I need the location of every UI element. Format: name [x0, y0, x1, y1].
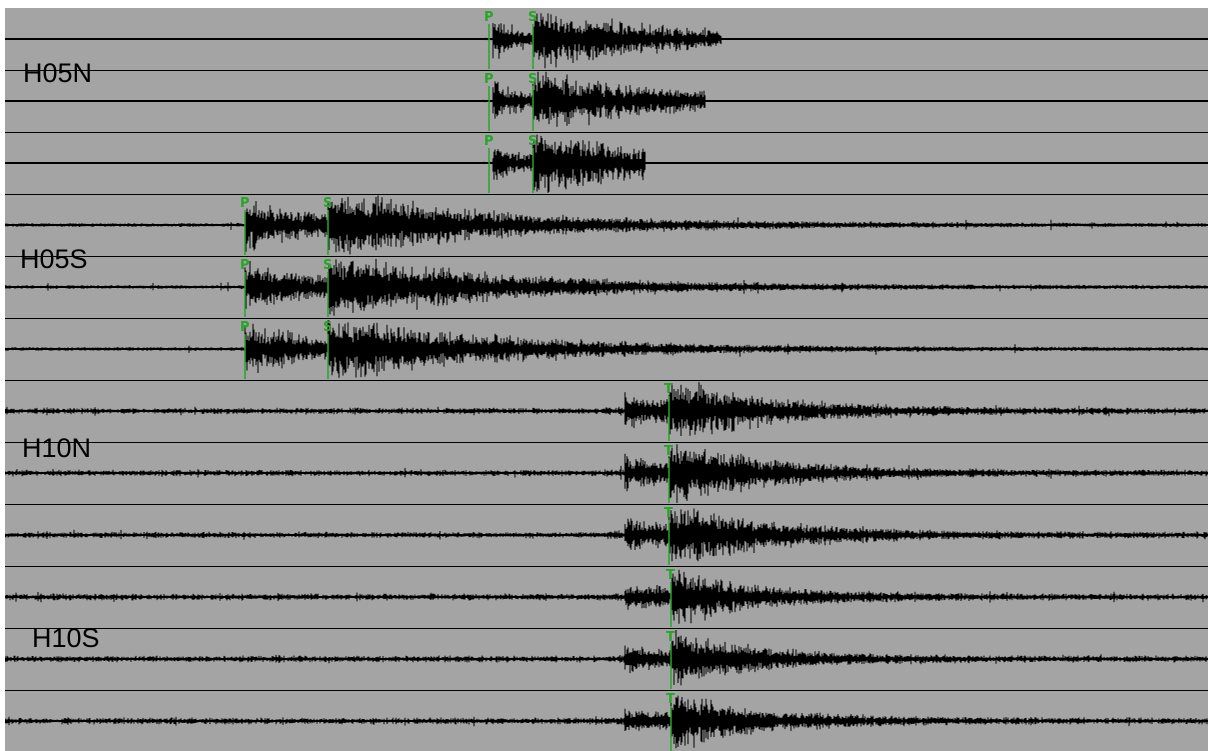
trace-h05n-3 [5, 134, 1208, 193]
trace-h05n-2 [5, 71, 1208, 131]
waveform [5, 630, 1208, 686]
waveform [5, 444, 1208, 503]
trace-h10n-3 [5, 508, 1208, 565]
waveform [5, 195, 1208, 255]
waveform [5, 569, 1208, 624]
waveform [5, 13, 1208, 69]
trace-h05s-1 [5, 195, 1208, 255]
trace-h05s-2 [5, 258, 1208, 317]
trace-h10s-2 [5, 630, 1208, 689]
waveform [5, 258, 1208, 316]
trace-h10n-1 [5, 382, 1208, 441]
waveform [5, 320, 1208, 378]
trace-h10s-3 [5, 695, 1208, 751]
trace-h10s-1 [5, 569, 1208, 627]
waveform [5, 695, 1208, 749]
trace-h10n-2 [5, 444, 1208, 503]
trace-h05s-3 [5, 320, 1208, 379]
waveform [5, 508, 1208, 562]
waveform [5, 71, 1208, 128]
waveform [5, 134, 1208, 193]
trace-h05n-1 [5, 13, 1208, 69]
waveform-canvas [5, 13, 1208, 751]
waveform [5, 382, 1208, 437]
